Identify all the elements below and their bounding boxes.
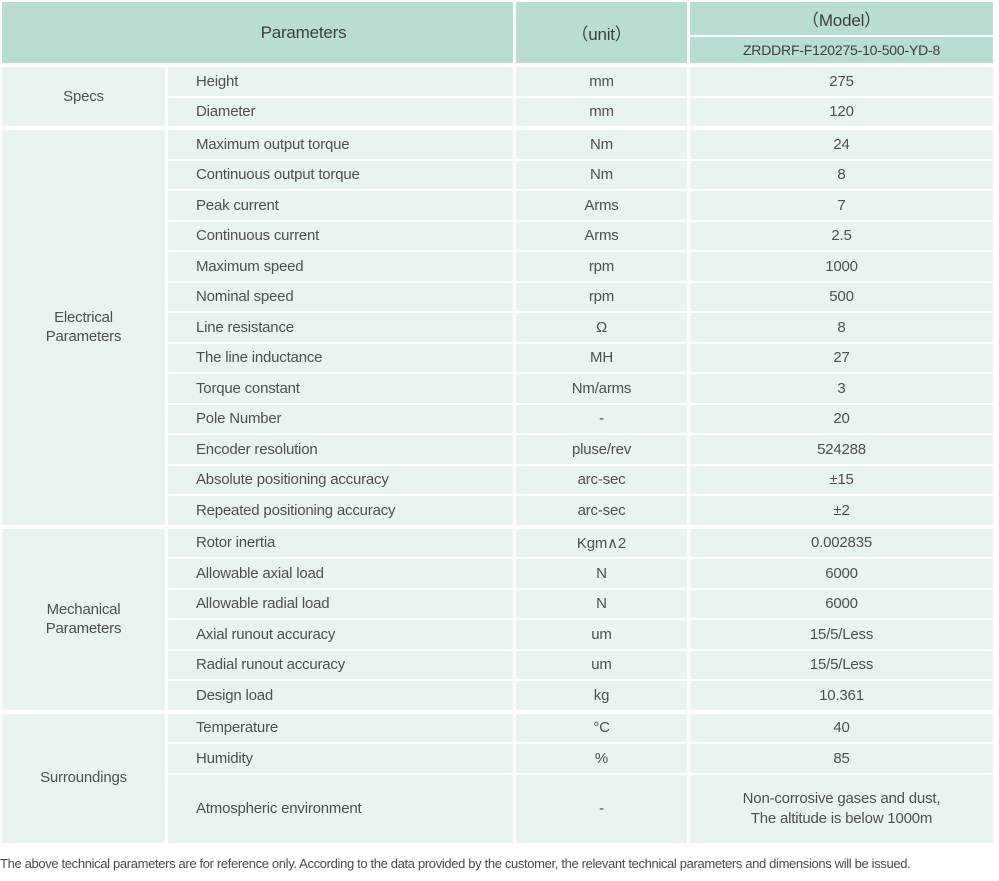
- value-cell: ±15: [690, 465, 993, 494]
- param-cell: Design load: [168, 681, 513, 710]
- param-cell: Allowable axial load: [168, 559, 513, 588]
- value-cell: 15/5/Less: [690, 650, 993, 679]
- unit-cell: um: [516, 650, 687, 679]
- unit-cell: arc-sec: [516, 496, 687, 525]
- param-cell: Temperature: [168, 713, 513, 742]
- header-model: （Model）: [690, 2, 993, 35]
- value-cell: 15/5/Less: [690, 620, 993, 649]
- param-cell: Humidity: [168, 744, 513, 773]
- unit-cell: kg: [516, 681, 687, 710]
- value-cell: 24: [690, 130, 993, 159]
- unit-cell: Nm: [516, 160, 687, 189]
- group-label-mechanical: Mechanical Parameters: [2, 528, 165, 710]
- param-cell: Rotor inertia: [168, 528, 513, 557]
- group-label-text: Specs: [63, 87, 104, 105]
- unit-cell: rpm: [516, 252, 687, 281]
- unit-cell: N: [516, 589, 687, 618]
- value-cell: 40: [690, 713, 993, 742]
- unit-cell: %: [516, 744, 687, 773]
- header-model-number: ZRDDRF-F120275-10-500-YD-8: [690, 37, 993, 63]
- param-cell: Nominal speed: [168, 282, 513, 311]
- param-cell: Radial runout accuracy: [168, 650, 513, 679]
- param-cell: Peak current: [168, 191, 513, 220]
- unit-cell: -: [516, 404, 687, 433]
- unit-cell: Arms: [516, 221, 687, 250]
- value-cell: Non-corrosive gases and dust, The altitu…: [690, 774, 993, 843]
- group-label-surroundings: Surroundings: [2, 713, 165, 843]
- table-header: Parameters （unit） （Model） ZRDDRF-F120275…: [2, 2, 993, 63]
- group-label-text: Mechanical Parameters: [45, 600, 122, 638]
- param-cell: Torque constant: [168, 374, 513, 403]
- param-cell: Allowable radial load: [168, 589, 513, 618]
- unit-cell: Ω: [516, 313, 687, 342]
- unit-cell: Kgm∧2: [516, 528, 687, 557]
- group-label-specs: Specs: [2, 67, 165, 126]
- value-cell: 120: [690, 97, 993, 126]
- header-unit: （unit）: [516, 2, 687, 63]
- param-cell: Pole Number: [168, 404, 513, 433]
- unit-cell: MH: [516, 343, 687, 372]
- value-cell: 500: [690, 282, 993, 311]
- value-cell: 3: [690, 374, 993, 403]
- value-cell: 6000: [690, 559, 993, 588]
- value-cell: 6000: [690, 589, 993, 618]
- section-surroundings: Surroundings Temperature °C 40 Humidity …: [2, 713, 993, 843]
- value-cell: 275: [690, 67, 993, 96]
- group-label-text: Surroundings: [40, 769, 127, 787]
- unit-cell: mm: [516, 67, 687, 96]
- param-cell: Height: [168, 67, 513, 96]
- param-cell: Encoder resolution: [168, 435, 513, 464]
- footnote: The above technical parameters are for r…: [0, 855, 911, 871]
- section-specs: Specs Height mm 275 Diameter mm 120: [2, 67, 993, 126]
- value-cell: 524288: [690, 435, 993, 464]
- param-cell: Repeated positioning accuracy: [168, 496, 513, 525]
- unit-cell: -: [516, 774, 687, 843]
- value-cell: ±2: [690, 496, 993, 525]
- param-cell: Atmospheric environment: [168, 774, 513, 843]
- value-cell: 85: [690, 744, 993, 773]
- param-cell: Absolute positioning accuracy: [168, 465, 513, 494]
- value-cell: 10.361: [690, 681, 993, 710]
- section-mechanical: Mechanical Parameters Rotor inertia Kgm∧…: [2, 528, 993, 710]
- unit-cell: um: [516, 620, 687, 649]
- unit-cell: pluse/rev: [516, 435, 687, 464]
- param-cell: Line resistance: [168, 313, 513, 342]
- value-cell: 2.5: [690, 221, 993, 250]
- unit-cell: N: [516, 559, 687, 588]
- param-cell: Maximum speed: [168, 252, 513, 281]
- param-cell: Diameter: [168, 97, 513, 126]
- unit-cell: Nm/arms: [516, 374, 687, 403]
- group-label-text: Electrical Parameters: [45, 308, 122, 346]
- param-cell: The line inductance: [168, 343, 513, 372]
- section-electrical: Electrical Parameters Maximum output tor…: [2, 130, 993, 525]
- value-cell: 0.002835: [690, 528, 993, 557]
- value-cell: 7: [690, 191, 993, 220]
- param-cell: Continuous current: [168, 221, 513, 250]
- unit-cell: arc-sec: [516, 465, 687, 494]
- value-cell: 27: [690, 343, 993, 372]
- value-cell: 8: [690, 160, 993, 189]
- unit-cell: Arms: [516, 191, 687, 220]
- value-cell: 20: [690, 404, 993, 433]
- value-cell: 8: [690, 313, 993, 342]
- param-cell: Maximum output torque: [168, 130, 513, 159]
- unit-cell: mm: [516, 97, 687, 126]
- param-cell: Axial runout accuracy: [168, 620, 513, 649]
- unit-cell: Nm: [516, 130, 687, 159]
- value-cell: 1000: [690, 252, 993, 281]
- unit-cell: rpm: [516, 282, 687, 311]
- header-parameters: Parameters: [2, 2, 513, 63]
- spec-table: Parameters （unit） （Model） ZRDDRF-F120275…: [2, 2, 993, 843]
- group-label-electrical: Electrical Parameters: [2, 130, 165, 525]
- param-cell: Continuous output torque: [168, 160, 513, 189]
- unit-cell: °C: [516, 713, 687, 742]
